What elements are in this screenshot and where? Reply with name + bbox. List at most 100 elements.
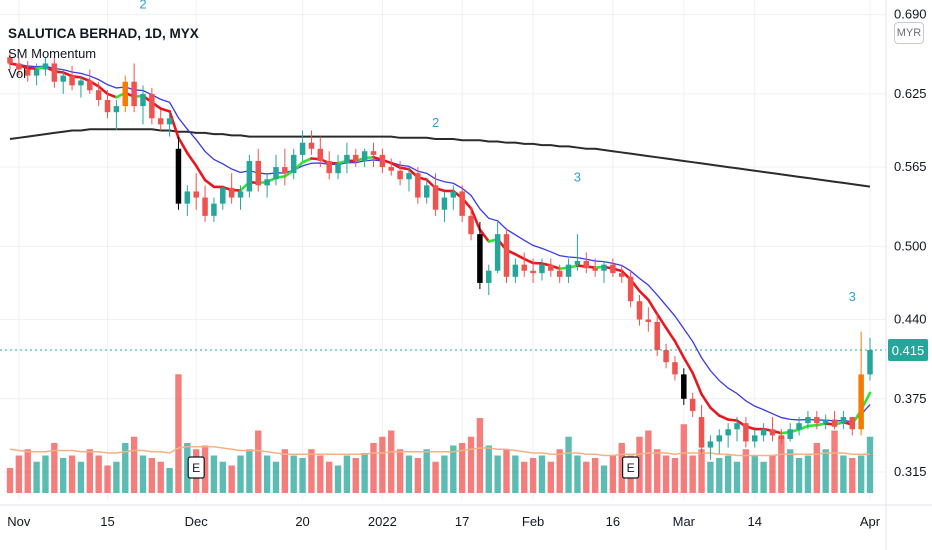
y-tick-label: 0.500 (894, 238, 927, 253)
candle-body (831, 419, 838, 427)
last-price-badge: 0.415 (888, 339, 928, 361)
volume-bar (476, 418, 484, 493)
candle-body (432, 185, 439, 210)
candle-body (211, 203, 217, 216)
candle-body (406, 173, 412, 180)
candle-body (60, 75, 66, 82)
volume-bar (219, 461, 226, 493)
volume-bar (370, 443, 377, 493)
currency-button[interactable]: MYR (894, 22, 924, 44)
volume-bar (751, 455, 758, 493)
candle-body (33, 69, 40, 76)
candle-body (122, 81, 129, 107)
candle-body (370, 151, 377, 155)
volume-bar (33, 461, 40, 493)
ema-mid-line (9, 62, 871, 423)
volume-bar (458, 443, 466, 493)
x-tick-label: 16 (606, 514, 620, 529)
candle-body (344, 154, 350, 164)
candle-body (175, 148, 182, 204)
y-tick-label: 0.565 (894, 159, 927, 174)
volume-bar (148, 458, 156, 493)
symbol-title[interactable]: SALUTICA BERHAD, 1D, MYX (8, 26, 199, 41)
candle-body (672, 362, 678, 375)
candle-body (503, 234, 510, 277)
candle-body (610, 264, 616, 274)
volume-bar (6, 468, 14, 493)
candle-body (423, 185, 430, 198)
volume-bar (68, 455, 76, 493)
ema-fast-segment (106, 92, 118, 99)
ema-fast-segment (97, 85, 109, 96)
candle-body (468, 215, 474, 235)
volume-bar (432, 461, 439, 493)
volume-bar (15, 455, 23, 493)
ema-fast-segment (168, 110, 180, 140)
candle-body (290, 154, 297, 174)
volume-bar (42, 455, 49, 493)
candle-body (716, 435, 723, 442)
volume-bar (591, 458, 599, 493)
volume-bar (60, 458, 67, 493)
volume-bar (813, 443, 820, 493)
volume-bar (361, 453, 368, 493)
volume-bar (529, 458, 537, 493)
volume-bar (210, 455, 218, 493)
candle-body (574, 260, 581, 265)
volume-bar (654, 449, 661, 493)
volume-bar (95, 455, 102, 493)
candle-body (273, 167, 279, 180)
volume-label[interactable]: Vol (8, 66, 27, 81)
volume-bar (857, 455, 865, 493)
volume-bar (414, 458, 422, 493)
ema-fast-segment (186, 151, 198, 168)
volume-bar (716, 458, 723, 493)
volume-bar (840, 455, 847, 493)
earnings-marker-label: E (192, 461, 200, 475)
volume-bar (77, 461, 85, 493)
moving-averages (8, 62, 872, 457)
signal-label: 3 (849, 289, 856, 304)
volume-bar (379, 436, 386, 493)
earnings-marker-label: E (627, 461, 635, 475)
volume-bar (352, 458, 359, 493)
volume-bar (308, 449, 315, 493)
ema-fast-segment (522, 257, 535, 265)
candle-body (796, 423, 802, 430)
earnings-marker-box (187, 456, 205, 479)
volume-bar (689, 455, 696, 493)
x-tick-label: 20 (295, 514, 309, 529)
y-axis[interactable]: 0.315 0.375 0.440 0.500 0.565 0.625 0.690 (885, 0, 927, 550)
volume-bar (556, 449, 563, 493)
candle-body (317, 148, 324, 161)
x-axis[interactable]: Nov 15 Dec 20 2022 17 Feb 16 Mar 14 Apr (0, 504, 932, 529)
volume-bar (423, 449, 430, 493)
candle-body (760, 429, 767, 436)
volume-bar (237, 455, 244, 493)
candle-body (282, 167, 288, 174)
volume-bar (609, 455, 617, 493)
volume-bar (139, 455, 147, 493)
candle-body (69, 75, 75, 86)
ema-fast-segment (177, 136, 189, 155)
volume-bar (122, 443, 129, 493)
chart-annotations: E E 2 2 3 3 (0, 0, 886, 479)
candle-body (308, 142, 315, 149)
candle-body (512, 264, 519, 277)
candle-body (654, 321, 660, 350)
volume-bar (263, 455, 271, 493)
volume-bar (583, 461, 590, 493)
candle-body (539, 264, 545, 274)
candle-body (361, 151, 368, 161)
volume-bar (733, 461, 741, 493)
candle-body (24, 69, 31, 76)
volume-bar (742, 449, 750, 493)
signal-label: 3 (574, 170, 581, 185)
indicator-label[interactable]: SM Momentum (8, 46, 97, 61)
volume-bar (228, 465, 235, 493)
candles (7, 51, 873, 460)
candle-body (202, 197, 208, 216)
volume-bar (645, 430, 652, 493)
volume-bar (184, 443, 191, 493)
